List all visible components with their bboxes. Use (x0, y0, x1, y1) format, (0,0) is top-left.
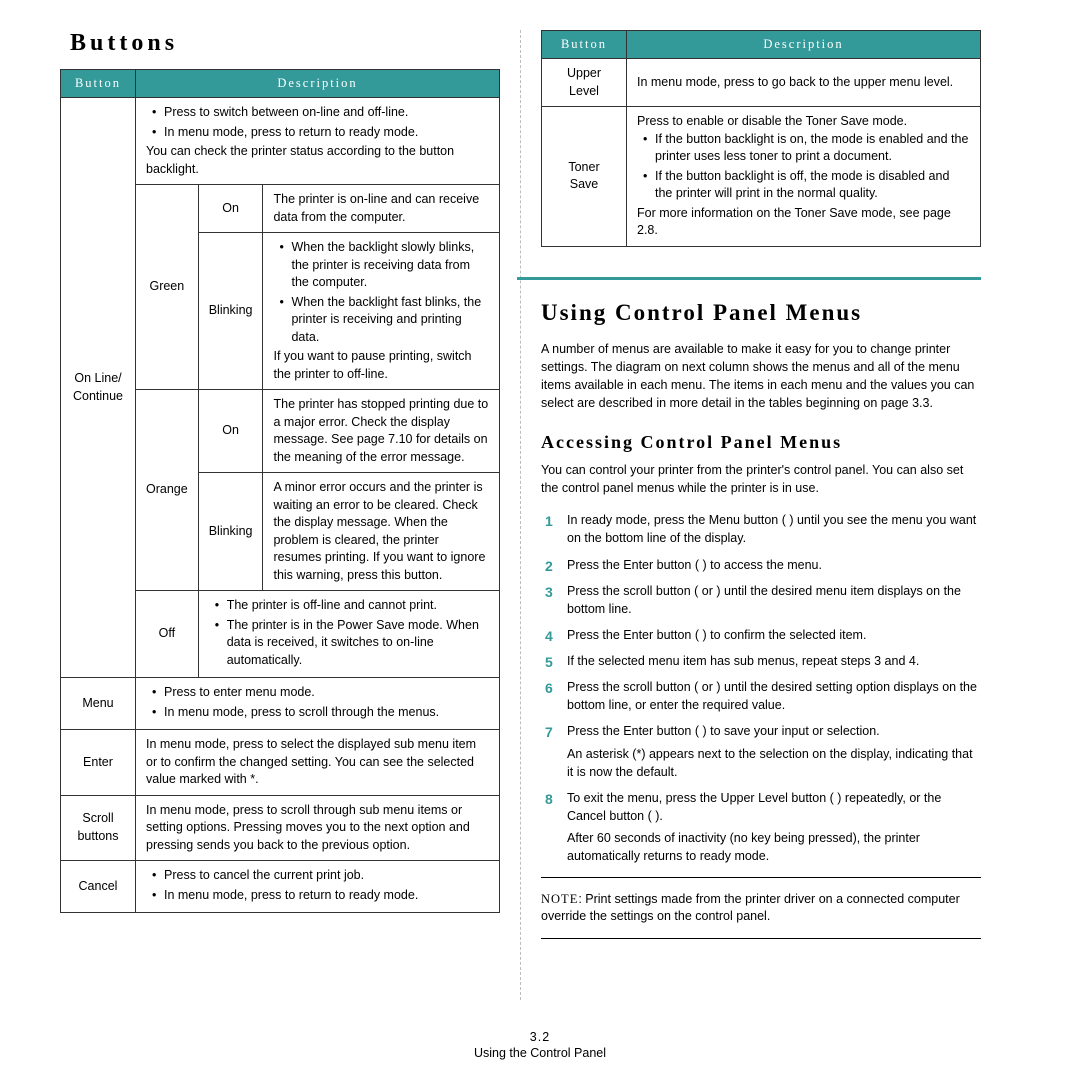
step-1: In ready mode, press the Menu button ( )… (541, 511, 981, 547)
cell-menu-btn: Menu (61, 678, 136, 730)
th-button: Button (61, 70, 136, 98)
text: Press the Enter button ( ) to save your … (567, 724, 880, 738)
li: When the backlight fast blinks, the prin… (283, 294, 489, 347)
text: Press the scroll button ( or ) until the… (567, 680, 977, 712)
li: Press to enter menu mode. (156, 684, 489, 702)
page-number: 3.2 (0, 1030, 1080, 1044)
step-8: To exit the menu, press the Upper Level … (541, 789, 981, 866)
cell-toner-desc: Press to enable or disable the Toner Sav… (627, 107, 981, 247)
cell-online-intro: Press to switch between on-line and off-… (136, 98, 500, 185)
li: In menu mode, press to return to ready m… (156, 887, 489, 905)
cell-upper-btn: Upper Level (542, 59, 627, 107)
note-rule-top (541, 877, 981, 878)
step-6: Press the scroll button ( or ) until the… (541, 678, 981, 714)
li: If the button backlight is on, the mode … (647, 131, 970, 166)
li: If the button backlight is off, the mode… (647, 168, 970, 203)
cell-orange-blinking-desc: A minor error occurs and the printer is … (263, 473, 500, 591)
th-description: Description (136, 70, 500, 98)
text: For more information on the Toner Save m… (637, 206, 951, 238)
text: If the selected menu item has sub menus,… (567, 654, 919, 668)
heading-buttons: Buttons (70, 30, 500, 57)
step-sub: An asterisk (*) appears next to the sele… (567, 745, 981, 781)
step-5: If the selected menu item has sub menus,… (541, 652, 981, 670)
step-4: Press the Enter button ( ) to confirm th… (541, 626, 981, 644)
heading-accessing: Accessing Control Panel Menus (541, 432, 981, 453)
footer-title: Using the Control Panel (0, 1046, 1080, 1060)
step-3: Press the scroll button ( or ) until the… (541, 582, 981, 618)
li: In menu mode, press to return to ready m… (156, 124, 489, 142)
cell-orange: Orange (136, 390, 199, 591)
note-text: : Print settings made from the printer d… (541, 892, 960, 924)
text: If you want to pause printing, switch th… (273, 349, 471, 381)
th-button-r: Button (542, 31, 627, 59)
text: You can check the printer status accordi… (146, 144, 454, 176)
note: NOTE: Print settings made from the print… (541, 891, 981, 926)
li: The printer is off-line and cannot print… (219, 597, 489, 615)
cell-green-blinking: Blinking (198, 233, 263, 390)
cell-online-button: On Line/ Continue (61, 98, 136, 678)
cell-green: Green (136, 185, 199, 390)
li: The printer is in the Power Save mode. W… (219, 617, 489, 670)
para-access: You can control your printer from the pr… (541, 461, 981, 497)
cell-scroll-desc: In menu mode, press to scroll through su… (136, 795, 500, 861)
para-using: A number of menus are available to make … (541, 340, 981, 413)
right-column: Button Description Upper Level In menu m… (521, 30, 1001, 1000)
section-rule (535, 277, 981, 280)
text: Press the Enter button ( ) to access the… (567, 558, 822, 572)
cell-orange-on: On (198, 390, 263, 473)
heading-using-menus: Using Control Panel Menus (541, 300, 981, 326)
cell-toner-btn: Toner Save (542, 107, 627, 247)
cell-enter-desc: In menu mode, press to select the displa… (136, 730, 500, 796)
li: In menu mode, press to scroll through th… (156, 704, 489, 722)
note-label: NOTE (541, 892, 578, 906)
note-rule-bottom (541, 938, 981, 939)
step-sub: After 60 seconds of inactivity (no key b… (567, 829, 981, 865)
li: When the backlight slowly blinks, the pr… (283, 239, 489, 292)
step-2: Press the Enter button ( ) to access the… (541, 556, 981, 574)
buttons-table: Button Description On Line/ Continue Pre… (60, 69, 500, 913)
buttons-table-right: Button Description Upper Level In menu m… (541, 30, 981, 247)
cell-menu-desc: Press to enter menu mode. In menu mode, … (136, 678, 500, 730)
step-7: Press the Enter button ( ) to save your … (541, 722, 981, 780)
cell-green-on: On (198, 185, 263, 233)
cell-off-desc: The printer is off-line and cannot print… (198, 591, 499, 678)
text: To exit the menu, press the Upper Level … (567, 791, 941, 823)
text: Press the scroll button ( or ) until the… (567, 584, 961, 616)
cell-orange-on-desc: The printer has stopped printing due to … (263, 390, 500, 473)
text: In ready mode, press the Menu button ( )… (567, 513, 976, 545)
li: Press to switch between on-line and off-… (156, 104, 489, 122)
li: Press to cancel the current print job. (156, 867, 489, 885)
cell-off: Off (136, 591, 199, 678)
left-column: Buttons Button Description On Line/ Cont… (40, 30, 520, 1000)
cell-scroll-btn: Scroll buttons (61, 795, 136, 861)
steps-list: In ready mode, press the Menu button ( )… (541, 511, 981, 865)
cell-orange-blinking: Blinking (198, 473, 263, 591)
cell-cancel-desc: Press to cancel the current print job. I… (136, 861, 500, 913)
th-description-r: Description (627, 31, 981, 59)
page-footer: 3.2 Using the Control Panel (0, 1030, 1080, 1060)
cell-green-on-desc: The printer is on-line and can receive d… (263, 185, 500, 233)
cell-green-blinking-desc: When the backlight slowly blinks, the pr… (263, 233, 500, 390)
text: Press to enable or disable the Toner Sav… (637, 114, 907, 128)
text: Press the Enter button ( ) to confirm th… (567, 628, 866, 642)
cell-cancel-btn: Cancel (61, 861, 136, 913)
cell-upper-desc: In menu mode, press to go back to the up… (627, 59, 981, 107)
cell-enter-btn: Enter (61, 730, 136, 796)
